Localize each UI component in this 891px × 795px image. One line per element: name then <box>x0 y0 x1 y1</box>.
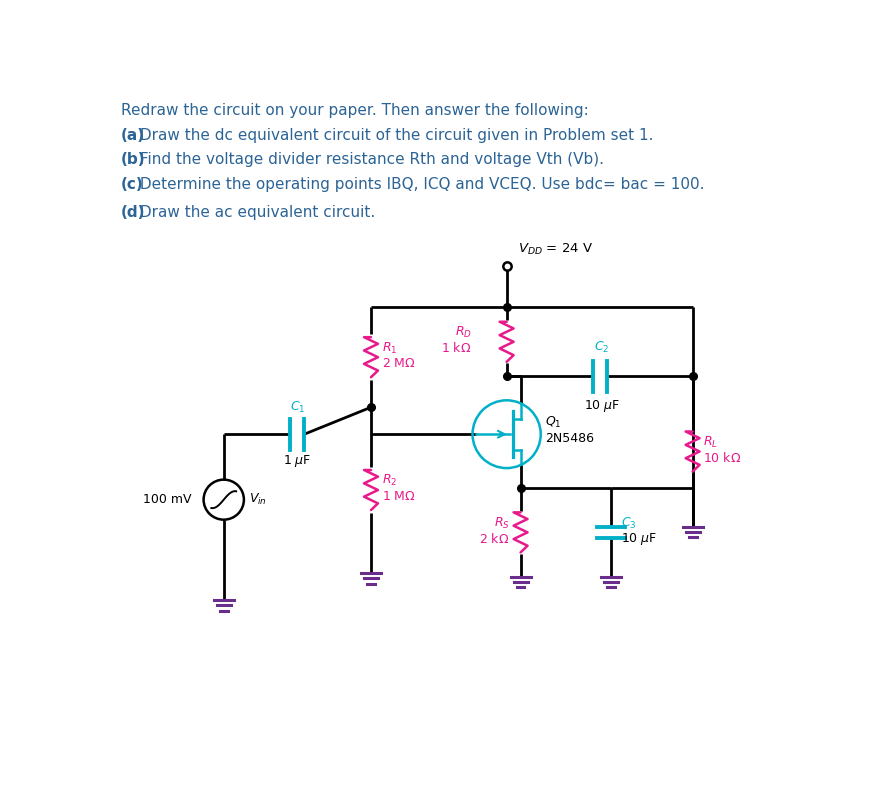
Text: 100 mV: 100 mV <box>143 493 192 506</box>
Text: $R_2$: $R_2$ <box>382 473 397 488</box>
Text: 1 M$\Omega$: 1 M$\Omega$ <box>382 490 416 502</box>
Text: $R_L$: $R_L$ <box>704 435 718 450</box>
Text: 1 $\mu$F: 1 $\mu$F <box>283 453 312 470</box>
Text: (a): (a) <box>120 128 145 143</box>
Text: $C_3$: $C_3$ <box>620 516 636 531</box>
Text: $V_{in}$: $V_{in}$ <box>249 492 266 507</box>
Text: $R_1$: $R_1$ <box>382 340 397 355</box>
Text: 10 k$\Omega$: 10 k$\Omega$ <box>704 451 741 465</box>
Text: 10 $\mu$F: 10 $\mu$F <box>620 530 657 546</box>
Text: 2 M$\Omega$: 2 M$\Omega$ <box>382 357 416 370</box>
Text: (d): (d) <box>120 205 145 219</box>
Text: 10 $\mu$F: 10 $\mu$F <box>584 398 620 414</box>
Text: Determine the operating points IBQ, ICQ and VCEQ. Use bdc= bac = 100.: Determine the operating points IBQ, ICQ … <box>135 177 705 192</box>
Text: $C_1$: $C_1$ <box>290 400 305 415</box>
Text: (b): (b) <box>120 153 145 168</box>
Text: Find the voltage divider resistance Rth and voltage Vth (Vb).: Find the voltage divider resistance Rth … <box>135 153 604 168</box>
Text: $R_S$: $R_S$ <box>494 516 510 531</box>
Text: 2N5486: 2N5486 <box>545 432 594 444</box>
Text: 2 k$\Omega$: 2 k$\Omega$ <box>479 532 510 545</box>
Text: Redraw the circuit on your paper. Then answer the following:: Redraw the circuit on your paper. Then a… <box>120 103 588 118</box>
Text: $V_{DD}$ = 24 V: $V_{DD}$ = 24 V <box>519 242 593 257</box>
Text: (c): (c) <box>120 177 143 192</box>
Text: 1 k$\Omega$: 1 k$\Omega$ <box>441 341 471 355</box>
Text: $R_D$: $R_D$ <box>454 325 471 340</box>
Text: $Q_1$: $Q_1$ <box>545 415 562 430</box>
Text: Draw the ac equivalent circuit.: Draw the ac equivalent circuit. <box>135 205 375 219</box>
Text: $C_2$: $C_2$ <box>594 339 609 355</box>
Text: Draw the dc equivalent circuit of the circuit given in Problem set 1.: Draw the dc equivalent circuit of the ci… <box>135 128 654 143</box>
